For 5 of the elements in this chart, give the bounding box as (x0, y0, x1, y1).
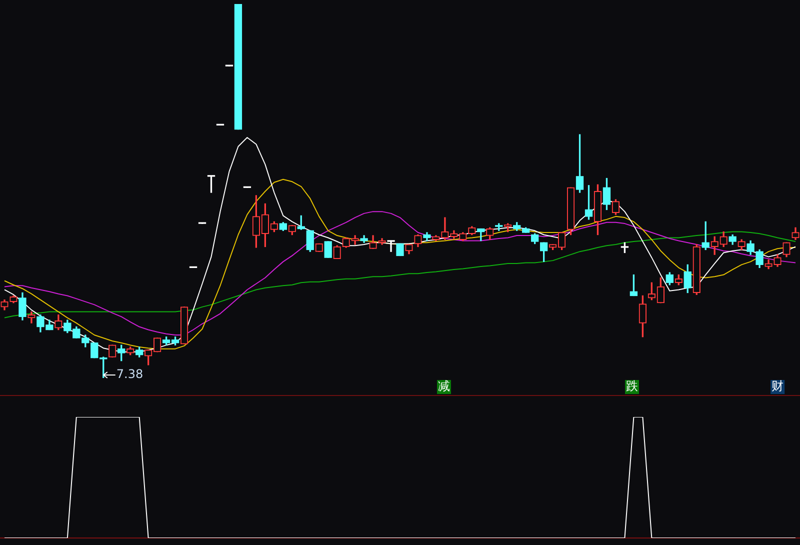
text: 跌 (626, 379, 638, 394)
text: 减 (438, 379, 450, 394)
candlestick (387, 240, 395, 252)
annotation: 7.38 (116, 367, 144, 382)
text: 财 (772, 379, 784, 394)
